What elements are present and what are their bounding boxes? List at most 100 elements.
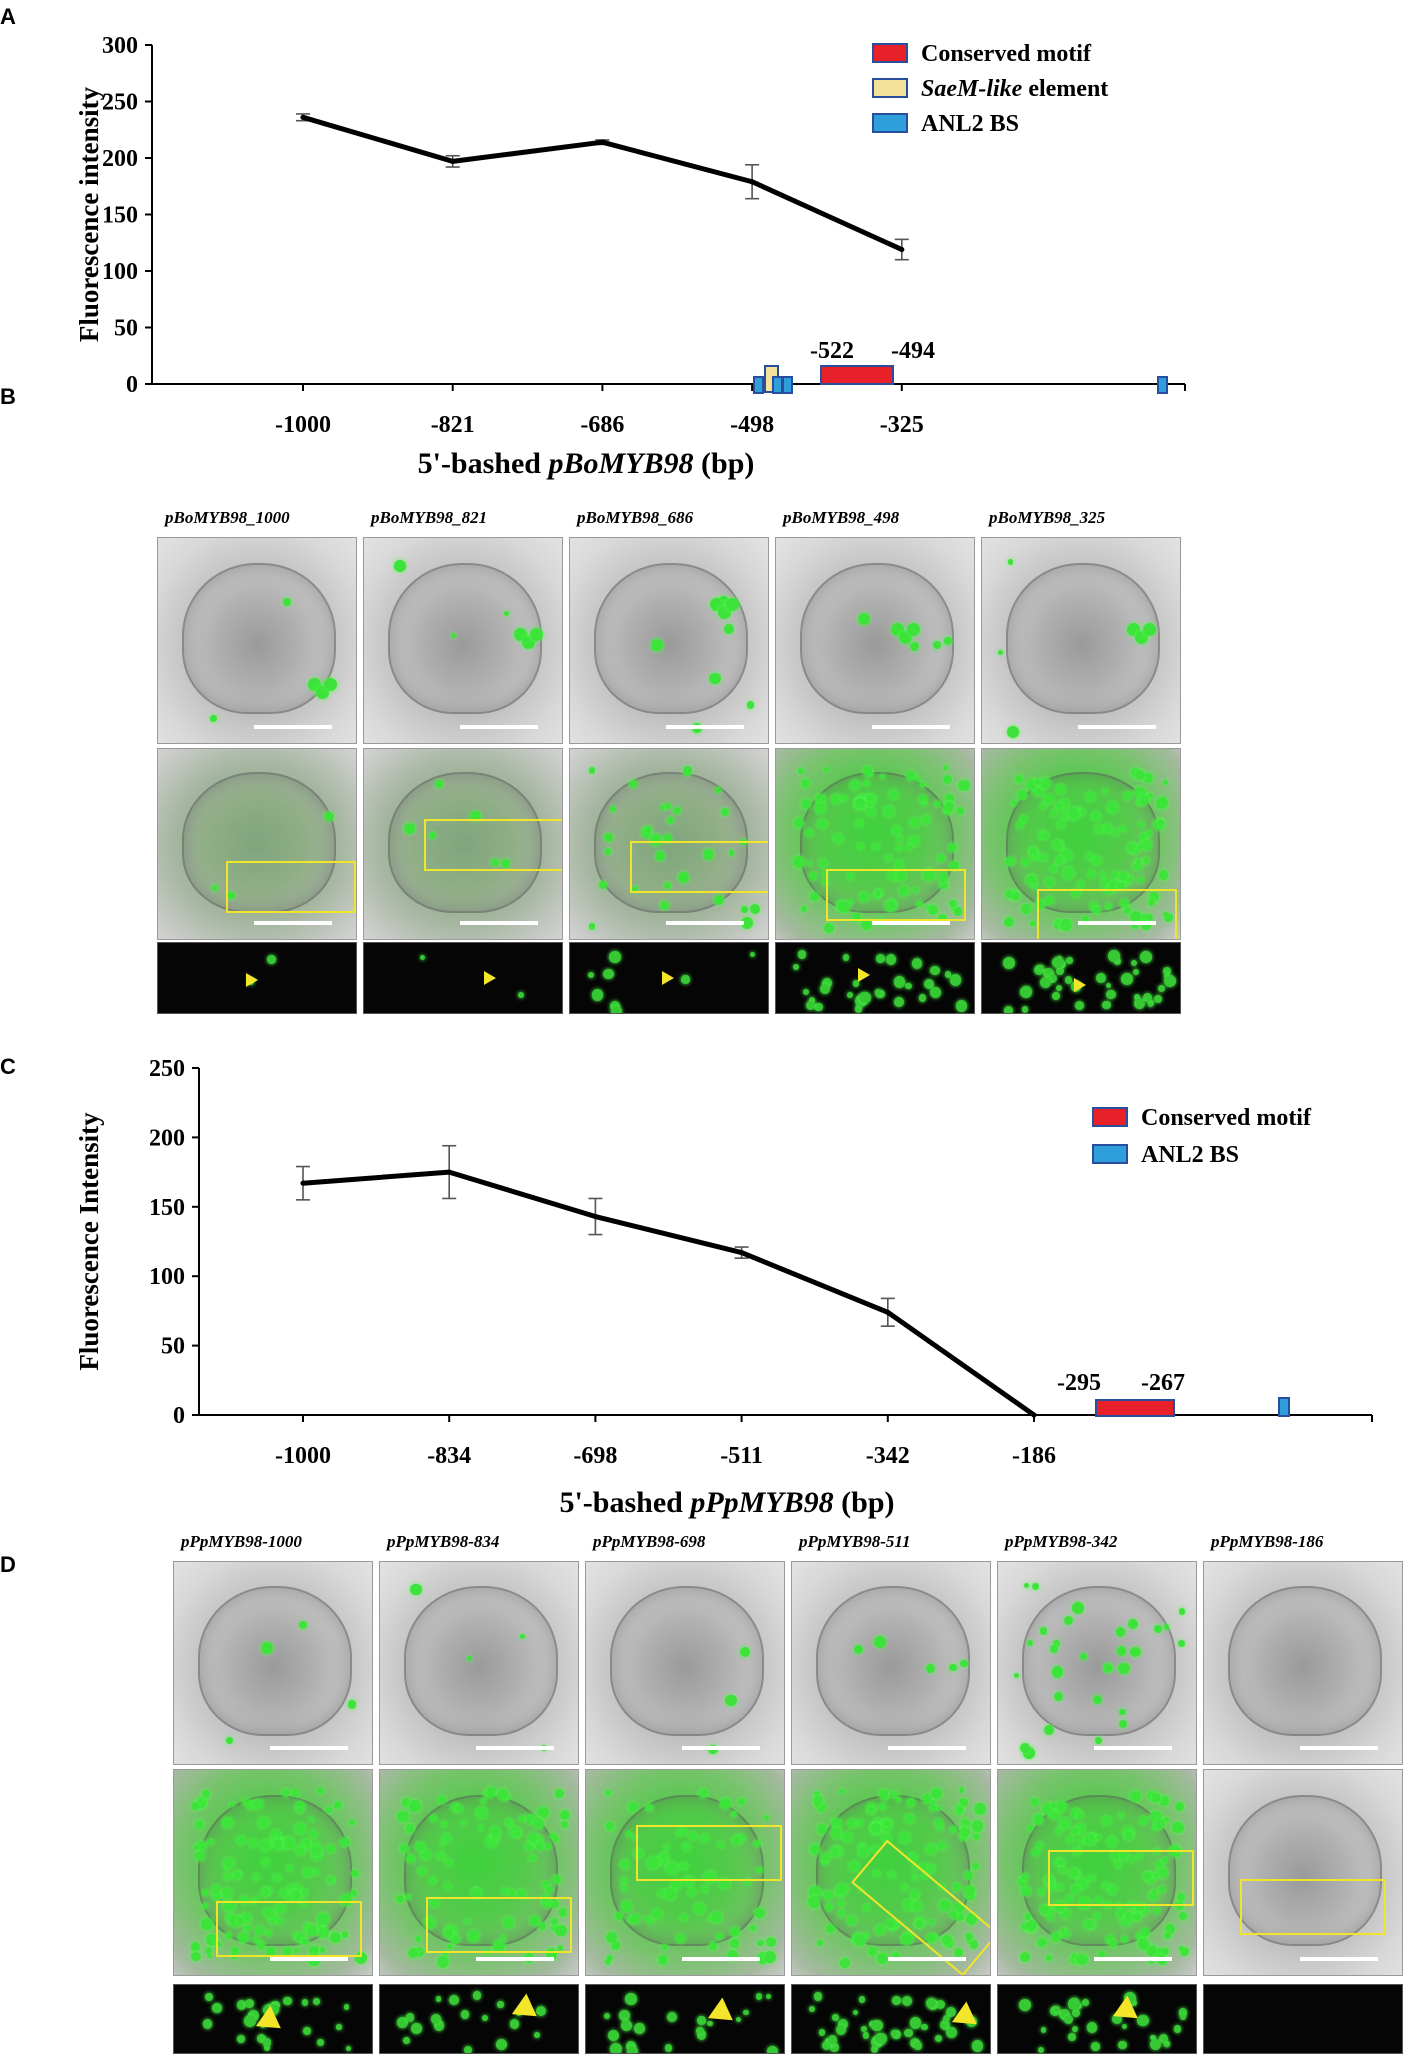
gfp-signal	[1130, 911, 1141, 922]
gfp-signal	[893, 997, 904, 1008]
gfp-signal	[1139, 1815, 1149, 1825]
gfp-signal	[911, 1900, 922, 1912]
gfp-signal	[1072, 1602, 1085, 1614]
gfp-signal	[211, 885, 218, 892]
gfp-signal	[283, 1946, 293, 1956]
gfp-signal	[404, 822, 415, 834]
gfp-signal	[858, 1995, 866, 2003]
brightfield-image	[791, 1561, 991, 1765]
x-axis-label: 5'-bashed pPpMYB98 (bp)	[559, 1486, 894, 1519]
gfp-signal	[1133, 994, 1140, 1000]
gfp-signal	[1007, 726, 1019, 738]
gfp-signal	[715, 787, 721, 793]
x-tick-label: -686	[580, 412, 624, 438]
gfp-signal	[420, 1849, 431, 1861]
gfp-signal	[236, 1835, 246, 1845]
gfp-signal	[1077, 1837, 1085, 1845]
gfp-signal	[956, 807, 964, 815]
gfp-signal	[730, 1939, 739, 1949]
gfp-signal	[1114, 957, 1121, 965]
gfp-signal	[351, 1869, 359, 1877]
gfp-signal	[853, 1934, 866, 1946]
gfp-signal	[930, 965, 941, 976]
gfp-signal	[430, 1815, 437, 1822]
gfp-signal	[1163, 1624, 1170, 1630]
gfp-signal	[823, 923, 834, 934]
gfp-signal	[1015, 822, 1023, 830]
gfp-signal	[949, 860, 959, 870]
data-point	[749, 179, 755, 185]
gfp-signal	[302, 1937, 310, 1945]
gfp-signal	[1151, 1793, 1162, 1804]
gfp-signal	[1074, 1824, 1085, 1834]
ovule-outline	[387, 771, 543, 913]
gfp-signal	[1011, 891, 1020, 900]
gfp-signal	[535, 2006, 546, 2017]
gfp-signal	[1056, 1883, 1063, 1891]
gfp-signal	[415, 1841, 425, 1852]
gfp-signal	[667, 2012, 678, 2023]
gfp-signal	[833, 833, 844, 844]
gfp-signal	[1163, 1931, 1171, 1939]
zoom-image	[775, 942, 975, 1014]
gfp-signal	[493, 1940, 506, 1952]
brightfield-image	[173, 1561, 373, 1765]
gfp-signal	[241, 1912, 252, 1923]
gfp-signal	[605, 1822, 615, 1832]
gfp-signal	[524, 1842, 534, 1851]
gfp-signal	[1004, 1005, 1014, 1013]
gfp-signal	[703, 848, 714, 860]
gfp-signal	[863, 779, 871, 787]
gfp-signal	[874, 989, 882, 997]
x-tick-label: -342	[866, 1443, 910, 1469]
gfp-signal	[964, 1871, 974, 1881]
gfp-signal	[1111, 871, 1120, 879]
scale-bar	[1094, 1746, 1172, 1750]
brightfield-image	[585, 1561, 785, 1765]
y-tick-label: 100	[102, 259, 138, 285]
gfp-signal	[707, 1914, 715, 1922]
gfp-signal	[406, 1853, 415, 1863]
gfp-overlay-image	[1203, 1769, 1403, 1976]
series-line	[302, 1169, 1036, 1418]
gfp-signal	[890, 1790, 898, 1799]
gfp-signal	[317, 2039, 325, 2047]
gfp-signal	[877, 1953, 889, 1964]
gfp-signal	[878, 1788, 889, 1799]
gfp-signal	[972, 1832, 980, 1841]
gfp-signal	[626, 2041, 637, 2052]
gfp-signal	[503, 1916, 515, 1929]
gfp-signal	[945, 2027, 957, 2039]
ovule-outline	[197, 1794, 353, 1947]
gfp-signal	[965, 1913, 978, 1926]
gfp-signal	[698, 1788, 709, 1799]
gfp-signal	[816, 819, 828, 830]
zoom-image	[791, 1984, 991, 2054]
gfp-signal	[1003, 957, 1016, 970]
gfp-signal	[696, 2030, 707, 2040]
y-tick-label: 50	[161, 1334, 185, 1360]
gfp-signal	[910, 1889, 920, 1899]
gfp-signal	[537, 1806, 550, 1819]
gfp-signal	[842, 954, 850, 961]
data-point	[1031, 1412, 1037, 1418]
gfp-signal	[414, 1947, 425, 1958]
gfp-signal	[1064, 976, 1073, 984]
gfp-signal	[889, 790, 899, 799]
gfp-signal	[283, 1836, 296, 1849]
gfp-signal	[1121, 973, 1133, 986]
gfp-signal	[1077, 881, 1085, 889]
gfp-signal	[228, 1915, 241, 1927]
gfp-signal	[1179, 2008, 1188, 2017]
gfp-signal	[229, 1801, 236, 1807]
gfp-signal	[1163, 2042, 1170, 2048]
gfp-signal	[509, 2019, 520, 2029]
gfp-signal	[949, 899, 957, 908]
gfp-signal	[1021, 1006, 1029, 1013]
gfp-signal	[500, 1887, 508, 1894]
ovule-outline	[815, 1586, 971, 1736]
gfp-signal	[673, 806, 681, 815]
region-highlight-box	[1048, 1850, 1194, 1906]
gfp-signal	[870, 2045, 879, 2053]
gfp-signal	[909, 836, 919, 846]
